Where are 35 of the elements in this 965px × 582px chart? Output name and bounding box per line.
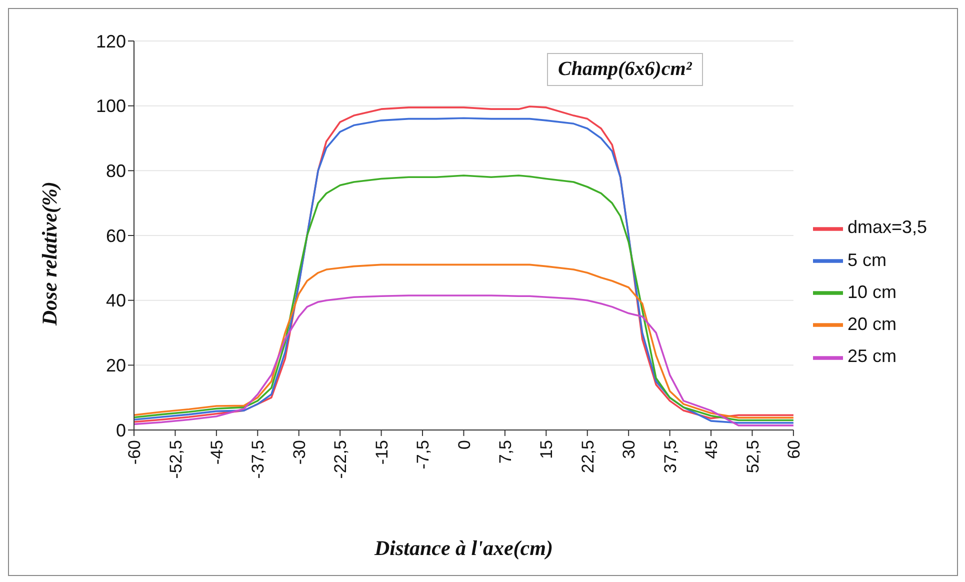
x-tick-label: -60	[125, 440, 144, 465]
x-tick-label: -45	[208, 440, 226, 465]
y-tick-label: 120	[96, 31, 126, 52]
x-tick-label: 22,5	[578, 440, 598, 474]
y-tick-label: 100	[96, 96, 126, 116]
text: Champ(6x6)cm²	[547, 53, 703, 86]
y-tick-label: 40	[106, 290, 126, 311]
y-tick-label: 60	[106, 226, 126, 246]
x-tick-label: -22,5	[331, 440, 350, 479]
x-tick-label: -52,5	[166, 440, 186, 479]
x-tick-label: 37,5	[660, 440, 680, 474]
x-tick-label: -30	[290, 440, 309, 465]
line-series	[134, 174, 794, 422]
x-tick-label: 7,5	[496, 440, 516, 464]
legend-label: 20 cm	[847, 314, 896, 334]
x-tick-label: 52,5	[743, 440, 762, 474]
x-tick-label: 60	[784, 440, 804, 459]
x-tick-label: -37,5	[248, 440, 268, 479]
x-tick-label: 30	[620, 440, 639, 459]
x-tick-label: 45	[702, 440, 722, 459]
line-series	[134, 264, 794, 419]
y-tick-label: 20	[106, 356, 126, 376]
x-tick-label: 0	[454, 440, 474, 450]
y-axis-title: Dose relative(%)	[37, 181, 62, 326]
x-tick-label: -7,5	[414, 440, 433, 470]
legend-label: dmax=3,5	[847, 217, 927, 238]
y-tick-label: 0	[116, 420, 126, 440]
x-tick-label: -15	[372, 440, 392, 465]
legend-label: 25 cm	[847, 346, 896, 366]
x-tick-label: 15	[537, 440, 556, 459]
legend-label: 5 cm	[847, 250, 886, 270]
y-tick-label: 80	[106, 161, 126, 182]
x-axis-title: Distance à l'axe(cm)	[373, 536, 553, 560]
legend-label: 10 cm	[847, 282, 896, 302]
line-series	[134, 294, 794, 426]
